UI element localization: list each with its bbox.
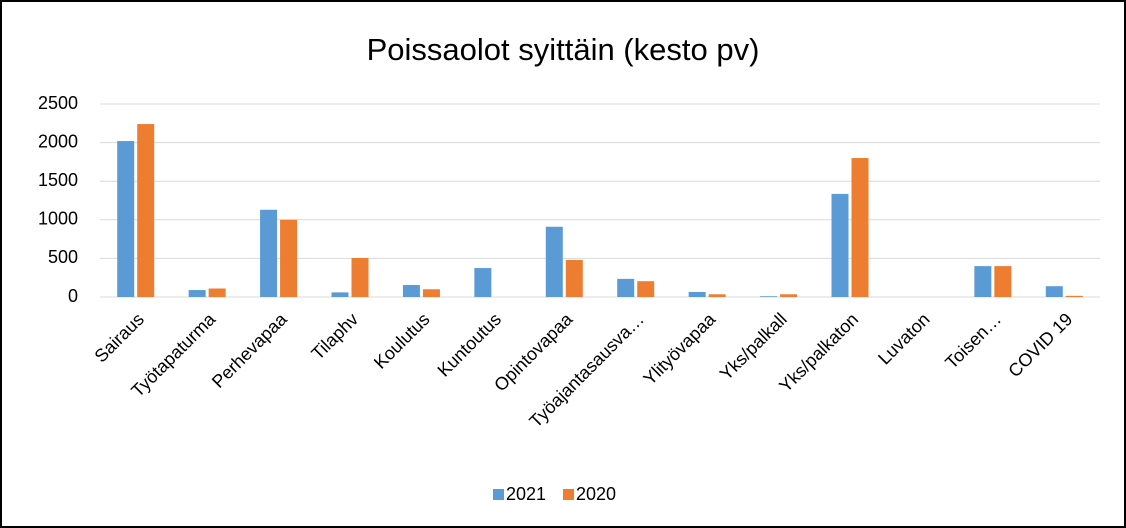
- bar: [188, 290, 206, 297]
- y-tick-label: 2500: [38, 93, 78, 113]
- bar: [117, 141, 135, 297]
- bar: [617, 278, 635, 297]
- legend-swatch: [493, 489, 504, 500]
- bar: [1045, 286, 1063, 297]
- y-tick-label: 500: [48, 247, 78, 267]
- bar: [688, 291, 706, 297]
- bar: [402, 285, 420, 297]
- y-tick-label: 1000: [38, 209, 78, 229]
- bar: [851, 158, 869, 297]
- legend-label: 2021: [506, 484, 546, 504]
- legend-swatch: [563, 489, 574, 500]
- bar: [780, 294, 798, 297]
- bar: [760, 296, 778, 297]
- bar: [974, 266, 992, 297]
- bar: [831, 193, 849, 297]
- bar: [260, 209, 278, 297]
- bar: [137, 124, 155, 298]
- bar: [565, 259, 583, 297]
- bar: [994, 266, 1012, 297]
- legend-label: 2020: [576, 484, 616, 504]
- bar: [474, 268, 492, 297]
- bar: [637, 281, 655, 297]
- y-tick-label: 1500: [38, 170, 78, 190]
- bar: [1065, 295, 1083, 297]
- bar: [280, 219, 298, 297]
- bar: [545, 226, 563, 297]
- y-tick-label: 2000: [38, 131, 78, 151]
- y-tick-label: 0: [68, 286, 78, 306]
- chart-title: Poissaolot syittäin (kesto pv): [367, 32, 760, 67]
- bar: [422, 289, 440, 297]
- bar: [208, 288, 226, 297]
- bar: [351, 258, 369, 297]
- bar: [331, 292, 349, 297]
- bar: [708, 294, 726, 297]
